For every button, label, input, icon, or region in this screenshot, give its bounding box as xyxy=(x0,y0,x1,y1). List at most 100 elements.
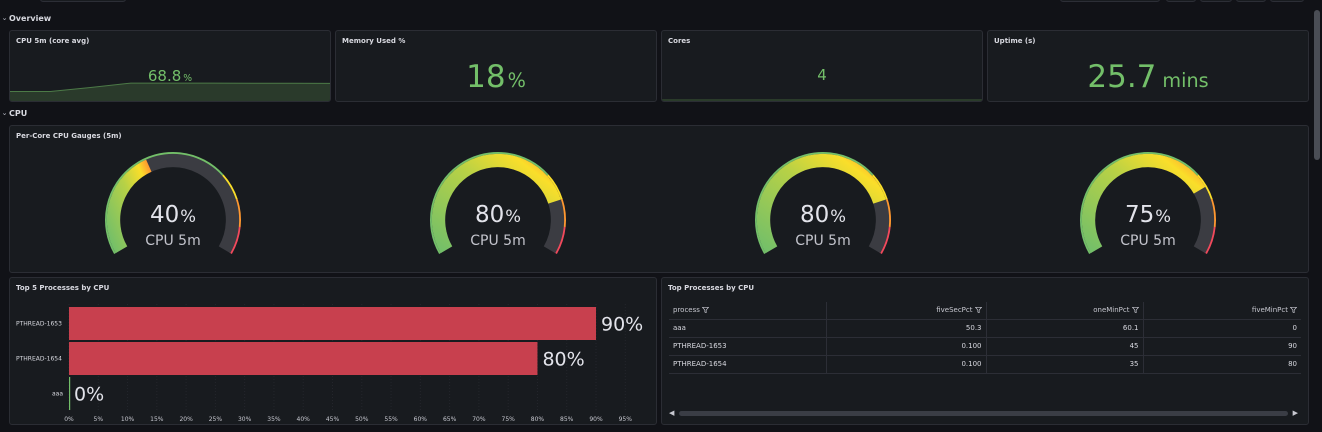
toolbar-control[interactable] xyxy=(1200,0,1232,2)
x-tick-label: 50% xyxy=(355,416,369,423)
gauge-label: CPU 5m xyxy=(145,233,201,249)
panel-top-processes-table[interactable]: Top Processes by CPU process fiveSecPct … xyxy=(661,277,1309,425)
gauge-threshold-band xyxy=(234,198,241,228)
toolbar-control[interactable] xyxy=(40,0,126,2)
stat-value: 25.7 mins xyxy=(1087,59,1209,95)
gauge-value: 80% xyxy=(398,202,598,228)
row-header-cpu[interactable]: ⌄ CPU xyxy=(0,105,28,121)
panel-uptime[interactable]: Uptime (s) 25.7 mins xyxy=(987,30,1309,102)
gauge-threshold-band xyxy=(430,152,549,254)
column-header-process[interactable]: process xyxy=(669,302,826,320)
toolbar-control[interactable] xyxy=(1236,0,1266,2)
panel-title: Cores xyxy=(668,37,691,45)
table-row[interactable]: aaa 50.3 60.1 0 xyxy=(669,319,1301,338)
panel-per-core-gauges[interactable]: Per-Core CPU Gauges (5m) 40% CPU 5m 80% CPU… xyxy=(9,125,1309,273)
cpu-gauge: 40% CPU 5m xyxy=(73,144,273,272)
gauge-arc xyxy=(105,152,241,254)
panel-title: Memory Used % xyxy=(342,37,406,45)
y-category-label: PTHREAD-1654 xyxy=(16,356,62,363)
gauge-threshold-band xyxy=(879,226,891,254)
gauge-threshold-band xyxy=(559,198,566,228)
bar-data-label: 0% xyxy=(74,384,104,406)
gauge-value-arc xyxy=(756,153,886,254)
gauge-arc xyxy=(430,152,566,254)
column-header-fivesecpct[interactable]: fiveSecPct xyxy=(825,302,986,320)
gauge-number: 75 xyxy=(1124,202,1155,228)
row-header-overview[interactable]: ⌄ Overview xyxy=(0,10,52,26)
gauge-value-arc xyxy=(431,153,561,254)
toolbar-control[interactable] xyxy=(1166,0,1196,2)
scroll-right-icon[interactable]: ▶ xyxy=(1292,409,1298,417)
gauge-threshold-band xyxy=(871,174,888,200)
scroll-left-icon[interactable]: ◀ xyxy=(669,409,675,417)
y-category-label: aaa xyxy=(52,391,63,398)
cpu-gauge: 75% CPU 5m xyxy=(1048,144,1248,272)
gauge-unit: % xyxy=(505,207,521,226)
processes-table: process fiveSecPct oneMinPct fiveMinPct … xyxy=(669,302,1301,374)
x-tick-label: 45% xyxy=(326,416,340,423)
gauge-threshold-band xyxy=(1209,198,1216,228)
column-header-oneminpct[interactable]: oneMinPct xyxy=(985,302,1143,320)
panel-memory-used[interactable]: Memory Used % 18% xyxy=(335,30,657,102)
x-tick-label: 70% xyxy=(472,416,486,423)
top-toolbar-remnants xyxy=(0,0,1322,4)
x-tick-label: 55% xyxy=(384,416,398,423)
table-cell: aaa xyxy=(669,319,826,338)
gauge-label: CPU 5m xyxy=(1120,233,1176,249)
filter-icon[interactable] xyxy=(701,307,709,314)
gauge-value-arc xyxy=(106,159,152,254)
table-cell: 45 xyxy=(985,337,1143,356)
x-tick-label: 85% xyxy=(560,416,574,423)
table-row[interactable]: PTHREAD-1654 0.100 35 80 xyxy=(669,355,1301,374)
panel-cores[interactable]: Cores 4 xyxy=(661,30,983,102)
gauge-threshold-band xyxy=(221,174,238,200)
gauge-unit: % xyxy=(830,207,846,226)
x-tick-label: 25% xyxy=(209,416,223,423)
filter-icon[interactable] xyxy=(974,307,982,314)
gauge-label: CPU 5m xyxy=(470,233,526,249)
panel-title: Top Processes by CPU xyxy=(668,284,755,292)
panel-title: CPU 5m (core avg) xyxy=(16,37,90,45)
stat-value: 4 xyxy=(817,66,827,84)
gauge-number: 40 xyxy=(149,202,180,228)
table-cell: PTHREAD-1653 xyxy=(669,337,826,356)
toolbar-control[interactable] xyxy=(1060,0,1160,2)
column-header-fiveminpct[interactable]: fiveMinPct xyxy=(1142,302,1301,320)
scrollbar-thumb[interactable] xyxy=(679,411,1288,416)
gauge-threshold-band xyxy=(229,226,241,254)
table-cell: 60.1 xyxy=(985,319,1143,338)
chevron-down-icon[interactable]: ⌄ xyxy=(1,14,8,22)
gauge-threshold-band xyxy=(546,174,563,200)
bar xyxy=(69,342,538,375)
toolbar-control[interactable] xyxy=(1270,0,1304,2)
sparkline-baseline xyxy=(662,99,982,101)
horizontal-scrollbar[interactable]: ◀ ▶ xyxy=(669,409,1298,418)
gauge-threshold-band xyxy=(884,198,891,228)
table-cell: 0.100 xyxy=(825,355,986,374)
table-cell: PTHREAD-1654 xyxy=(669,355,826,374)
filter-icon[interactable] xyxy=(1131,307,1139,314)
gauge-threshold-band xyxy=(1196,174,1213,200)
chevron-down-icon[interactable]: ⌄ xyxy=(1,109,8,117)
table-cell: 50.3 xyxy=(825,319,986,338)
x-tick-label: 90% xyxy=(589,416,603,423)
cpu-sparkline xyxy=(10,82,330,101)
cpu-gauge: 80% CPU 5m xyxy=(398,144,598,272)
stat-value: 18% xyxy=(466,59,526,95)
table-cell: 0 xyxy=(1142,319,1301,338)
page-scrollbar[interactable] xyxy=(1314,10,1320,160)
panel-cpu-core-avg[interactable]: CPU 5m (core avg) 68.8% xyxy=(9,30,331,102)
filter-icon[interactable] xyxy=(1290,307,1297,314)
x-tick-label: 60% xyxy=(414,416,428,423)
panel-title: Uptime (s) xyxy=(994,37,1036,45)
x-tick-label: 40% xyxy=(297,416,311,423)
panel-top5-processes[interactable]: Top 5 Processes by CPU 0% 5% 10% 15% 20% 25% 3… xyxy=(9,277,657,425)
table-row[interactable]: PTHREAD-1653 0.100 45 90 xyxy=(669,337,1301,356)
bar-data-label: 80% xyxy=(542,349,584,371)
x-tick-label: 5% xyxy=(94,416,104,423)
gauge-number: 80 xyxy=(474,202,505,228)
y-category-label: PTHREAD-1653 xyxy=(16,321,62,328)
gauge-threshold-band xyxy=(1080,152,1199,254)
row-title: CPU xyxy=(9,108,28,118)
gauge-unit: % xyxy=(180,207,196,226)
